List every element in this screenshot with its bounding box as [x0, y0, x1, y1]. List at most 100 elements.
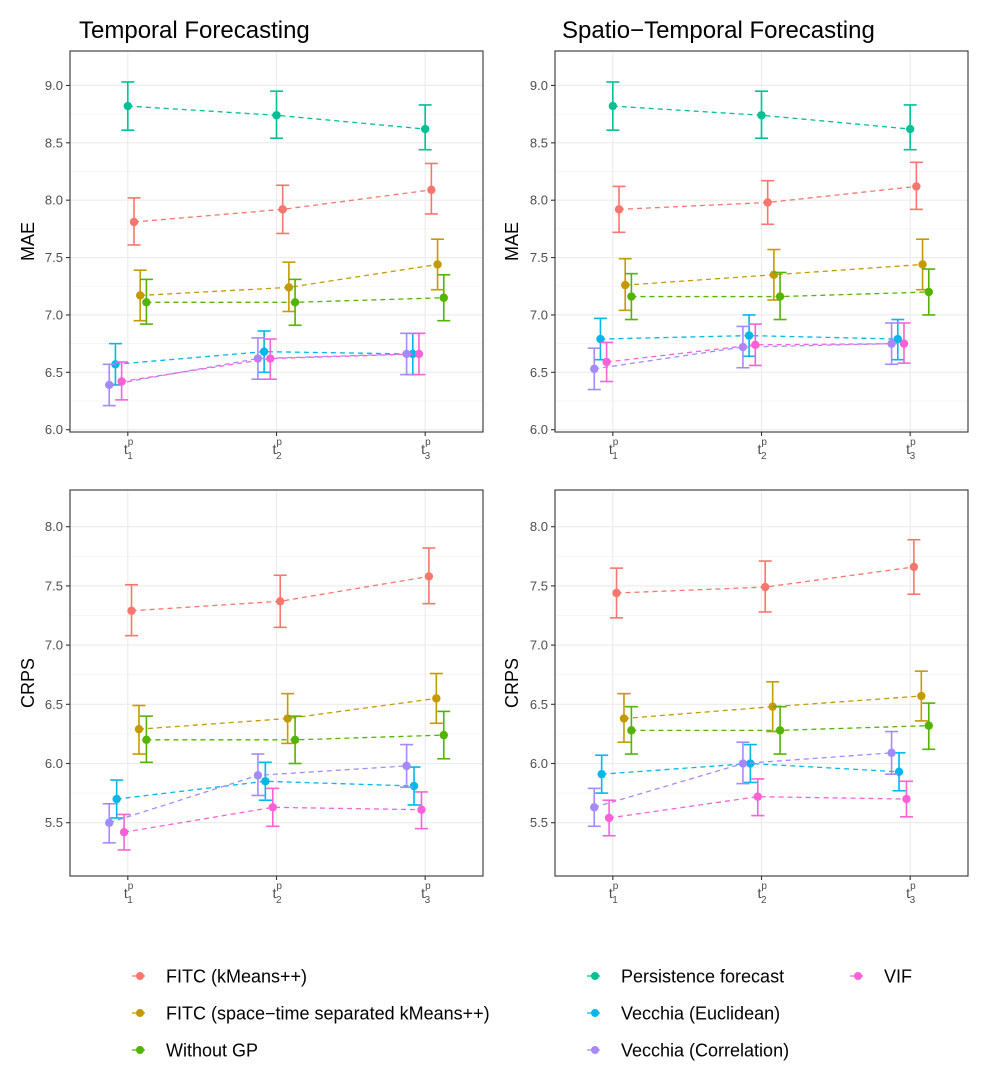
y-tick-label: 5.5: [530, 815, 548, 830]
y-axis-label: CRPS: [502, 658, 522, 708]
series-veuc: [593, 314, 905, 361]
data-point: [619, 714, 629, 723]
x-tick-label: tp 2: [758, 881, 768, 906]
data-point: [420, 124, 430, 134]
panel-title: Temporal Forecasting: [79, 17, 310, 44]
legend-label: Vecchia (Euclidean): [621, 1004, 780, 1024]
data-point: [893, 334, 902, 344]
y-tick-label: 8.5: [45, 135, 63, 150]
data-point: [266, 354, 275, 363]
data-point: [112, 794, 121, 804]
data-point: [590, 803, 599, 812]
data-point: [918, 260, 927, 269]
legend-key-point: [136, 1009, 144, 1017]
series-line-fitcst: [623, 695, 922, 720]
data-point: [757, 111, 766, 120]
x-tick-label: tp 1: [609, 437, 619, 462]
data-point: [432, 694, 441, 703]
y-tick-label: 5.5: [45, 815, 63, 830]
legend-key-point: [854, 972, 862, 980]
panel-4: 5.5 6.0 6.5 7.0 7.5 8.0 tp 1 tp 2 tp 3 CRPS: [502, 489, 969, 906]
x-tick-label: tp 1: [124, 881, 134, 906]
data-point: [402, 761, 411, 771]
y-tick-label: 8.0: [45, 519, 63, 534]
data-point: [117, 377, 126, 386]
series-nogp: [624, 268, 936, 321]
data-point: [887, 748, 896, 758]
y-tick-label: 7.5: [530, 250, 548, 265]
y-tick-label: 6.5: [530, 365, 548, 380]
data-point: [738, 759, 748, 768]
legend-key-point: [591, 972, 599, 980]
data-point: [259, 347, 269, 356]
series-fitcst: [617, 670, 928, 744]
y-tick-label: 7.5: [45, 578, 63, 593]
legend-label: FITC (kMeans++): [166, 967, 307, 987]
series-vif: [115, 332, 426, 401]
data-point: [753, 792, 762, 801]
x-tick-label: tp 3: [421, 437, 431, 462]
data-point: [278, 205, 287, 214]
data-point: [439, 293, 448, 302]
legend-label: VIF: [884, 967, 912, 987]
data-point: [768, 702, 777, 711]
series-nogp: [624, 702, 936, 755]
x-tick-label: tp 3: [906, 437, 916, 462]
y-tick-label: 7.5: [45, 250, 63, 265]
data-point: [744, 331, 754, 340]
y-tick-label: 7.0: [530, 307, 548, 322]
data-point: [253, 354, 263, 363]
series-fitc: [125, 547, 436, 637]
series-fitc: [127, 162, 438, 246]
legend-key-point: [136, 972, 144, 980]
legend-item-vif: VIF: [850, 967, 912, 987]
y-tick-label: 6.0: [530, 422, 548, 437]
data-point: [899, 339, 909, 348]
data-point: [129, 217, 139, 227]
legend-label: Vecchia (Correlation): [621, 1041, 789, 1061]
series-persist: [606, 81, 917, 151]
series-fitc: [610, 538, 921, 619]
x-tick-label: tp 3: [421, 881, 431, 906]
series-persist: [121, 81, 432, 151]
series-line-fitcst: [138, 697, 437, 730]
legend-label: Without GP: [166, 1041, 258, 1061]
data-point: [105, 380, 114, 390]
legend-item-fitc: FITC (kMeans++): [132, 967, 307, 987]
series-vcor: [587, 322, 899, 391]
data-point: [751, 340, 760, 349]
data-point: [924, 287, 933, 297]
data-point: [912, 182, 921, 191]
data-point: [253, 771, 263, 780]
data-point: [763, 198, 772, 207]
data-point: [290, 298, 300, 307]
data-point: [134, 724, 144, 734]
series-line-vif: [606, 342, 904, 363]
data-point: [402, 349, 411, 359]
y-tick-label: 6.0: [45, 422, 63, 437]
data-point: [902, 794, 911, 804]
legend-item-veuc: Vecchia (Euclidean): [587, 1004, 780, 1024]
data-point: [272, 111, 281, 120]
series-line-fitc: [133, 189, 432, 223]
data-point: [905, 124, 915, 134]
x-tick-label: tp 1: [609, 881, 619, 906]
y-tick-label: 7.0: [45, 638, 63, 653]
data-point: [604, 813, 614, 823]
y-tick-label: 7.5: [530, 578, 548, 593]
data-point: [142, 298, 151, 307]
series-vif: [117, 787, 428, 851]
data-point: [775, 726, 785, 735]
data-point: [276, 597, 285, 606]
panel-2: 6.0 6.5 7.0 7.5 8.0 8.5 9.0 tp 1 tp 2 tp 3 Spatio−Tem…: [502, 17, 969, 462]
legend-label: Persistence forecast: [621, 967, 784, 987]
data-point: [917, 691, 926, 701]
x-tick-label: tp 2: [758, 437, 768, 462]
data-point: [427, 185, 436, 195]
y-tick-label: 7.0: [530, 638, 548, 653]
data-point: [621, 280, 630, 290]
x-tick-label: tp 2: [273, 437, 283, 462]
panel-title: Spatio−Temporal Forecasting: [562, 17, 875, 44]
series-nogp: [139, 710, 451, 765]
data-point: [614, 205, 624, 214]
